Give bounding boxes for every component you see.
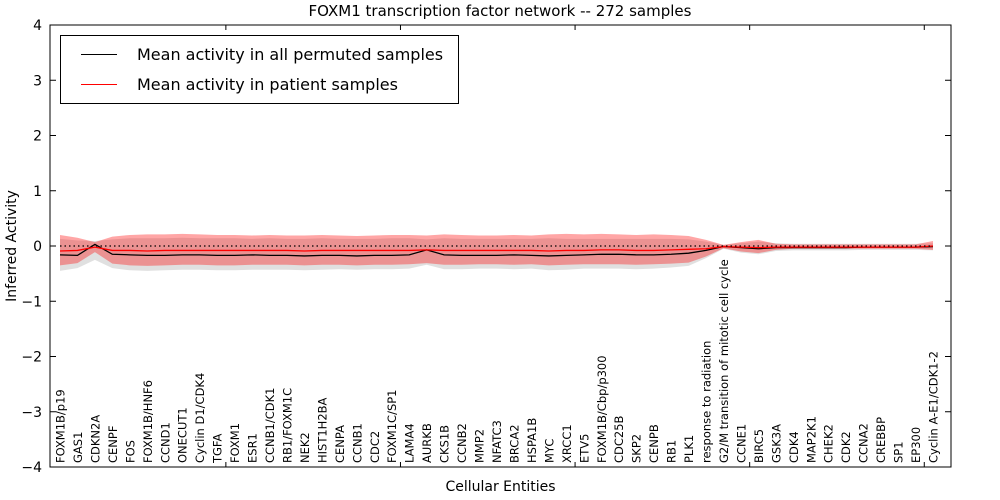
- x-category-label: CDK4: [787, 431, 801, 463]
- permuted_band-area: [60, 237, 933, 271]
- x-category-label: CCNB2: [455, 423, 469, 463]
- x-category-label: FOXM1B/p19: [54, 389, 68, 463]
- x-category-label: GAS1: [71, 432, 85, 463]
- x-category-label: RB1: [665, 440, 679, 463]
- x-category-label: response to radiation: [700, 341, 714, 463]
- x-category-label: CDC25B: [612, 415, 626, 463]
- x-category-label: SP1: [892, 441, 906, 463]
- y-tick-label: 3: [33, 73, 42, 89]
- x-category-label: CDC2: [368, 431, 382, 463]
- y-tick-label: −3: [21, 405, 42, 421]
- patient-line-swatch: [81, 84, 117, 86]
- x-category-label: Cyclin A-E1/CDK1-2: [927, 351, 941, 463]
- x-category-label: FOS: [123, 440, 137, 463]
- x-category-label: ESR1: [246, 433, 260, 463]
- x-category-label: CENPA: [333, 425, 347, 463]
- x-category-label: NEK2: [298, 432, 312, 463]
- x-category-label: XRCC1: [560, 424, 574, 463]
- x-category-label: CCNB1/CDK1: [263, 388, 277, 464]
- patient-mean-line: [59, 245, 934, 252]
- chart-title: FOXM1 transcription factor network -- 27…: [308, 2, 692, 20]
- x-category-label: FOXM1B/Cbp/p300: [595, 355, 609, 463]
- x-category-label: ONECUT1: [176, 407, 190, 463]
- x-category-label: RB1/FOXM1C: [280, 388, 294, 463]
- x-category-label: CENPF: [106, 426, 120, 463]
- x-category-label: FOXM1C/SP1: [385, 389, 399, 463]
- x-category-label: TGFA: [211, 434, 225, 464]
- legend-label-permuted: Mean activity in all permuted samples: [137, 45, 444, 64]
- x-category-label: CDK2: [839, 431, 853, 463]
- y-tick-label: 2: [33, 129, 42, 145]
- x-category-label: G2/M transition of mitotic cell cycle: [717, 259, 731, 463]
- legend-item-permuted: Mean activity in all permuted samples: [75, 45, 443, 64]
- x-category-label: CCNA2: [857, 423, 871, 463]
- x-category-label: PLK1: [682, 435, 696, 463]
- x-category-label: CDKN2A: [88, 415, 102, 463]
- legend: Mean activity in all permuted samples Me…: [60, 35, 460, 105]
- y-tick-label: 1: [33, 184, 42, 200]
- legend-item-patient: Mean activity in patient samples: [75, 75, 443, 94]
- x-category-label: LAMA4: [403, 423, 417, 463]
- x-category-label: MMP2: [473, 429, 487, 463]
- x-category-label: MYC: [542, 439, 556, 463]
- x-category-label: CCNE1: [734, 424, 748, 463]
- x-category-label: MAP2K1: [804, 416, 818, 463]
- x-category-label: HIST1H2BA: [315, 397, 329, 463]
- x-category-label: BIRC5: [752, 429, 766, 463]
- legend-label-patient: Mean activity in patient samples: [137, 75, 398, 95]
- x-category-label: BRCA2: [507, 424, 521, 463]
- x-category-label: CCND1: [158, 422, 172, 463]
- x-category-label: SKP2: [630, 434, 644, 463]
- x-category-label: NFATC3: [490, 420, 504, 463]
- x-category-label: HSPA1B: [525, 418, 539, 463]
- x-category-label: Cyclin D1/CDK4: [193, 373, 207, 463]
- y-tick-label: 0: [33, 239, 42, 255]
- x-category-label: FOXM1B/HNF6: [141, 380, 155, 463]
- permuted-line-swatch: [81, 54, 117, 56]
- x-category-label: CHEK2: [822, 424, 836, 463]
- x-category-label: AURKB: [420, 423, 434, 463]
- x-category-label: FOXM1: [228, 423, 242, 463]
- x-category-label: ETV5: [577, 434, 591, 463]
- y-tick-label: −4: [21, 460, 42, 476]
- x-category-label: CREBBP: [874, 417, 888, 463]
- y-tick-label: −1: [21, 294, 42, 310]
- x-category-label: EP300: [909, 427, 923, 463]
- x-category-label: GSK3A: [769, 424, 783, 463]
- x-category-label: CCNB1: [350, 423, 364, 463]
- x-category-label: CKS1B: [438, 425, 452, 463]
- y-tick-label: 4: [33, 18, 42, 34]
- x-axis-title: Cellular Entities: [445, 479, 556, 495]
- y-tick-label: −2: [21, 350, 42, 366]
- x-category-label: CENPB: [647, 424, 661, 463]
